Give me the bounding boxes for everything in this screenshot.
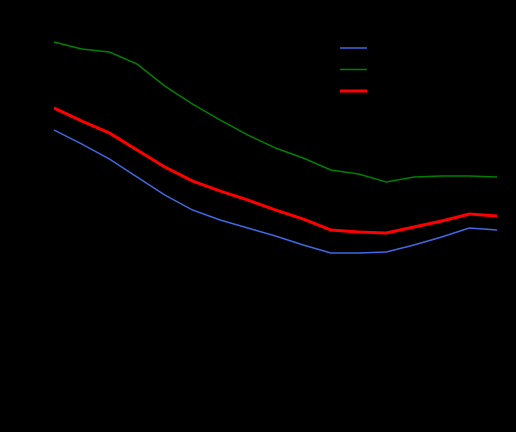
data-line [53, 41, 498, 183]
data-line [53, 106, 498, 235]
data-line [53, 129, 498, 254]
